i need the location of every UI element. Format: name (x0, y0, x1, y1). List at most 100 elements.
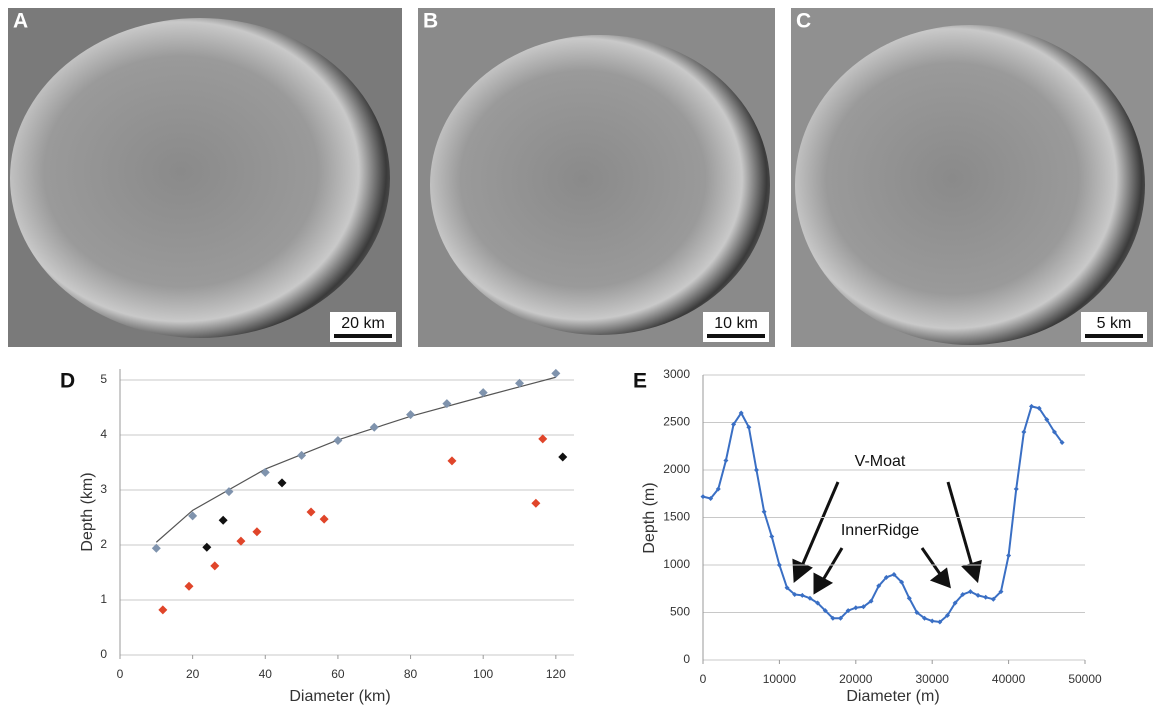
marker (990, 596, 996, 602)
marker (1044, 417, 1050, 423)
x-tick-label: 100 (473, 667, 493, 681)
image-panel (418, 8, 775, 347)
y-tick-label: 0 (683, 652, 690, 666)
marker (715, 486, 721, 492)
y-tick-label: 3 (100, 482, 107, 496)
point (531, 498, 541, 508)
point (442, 399, 452, 409)
marker (1036, 405, 1042, 411)
marker (830, 615, 836, 621)
marker (868, 598, 874, 604)
marker (960, 591, 966, 597)
marker (723, 458, 729, 463)
point (218, 515, 228, 525)
marker (929, 618, 935, 624)
scale-bar (707, 334, 765, 338)
point (252, 527, 262, 537)
marker (914, 610, 920, 615)
marker (975, 592, 981, 598)
marker (799, 592, 805, 598)
point (558, 452, 568, 462)
point (158, 605, 168, 615)
point (260, 467, 270, 477)
point (538, 434, 548, 444)
marker (753, 467, 759, 473)
y-axis-title: Depth (m) (641, 482, 658, 553)
marker (937, 619, 943, 625)
marker (998, 589, 1004, 595)
point (551, 368, 561, 378)
marker (952, 600, 958, 606)
marker (891, 572, 897, 577)
marker (845, 608, 851, 614)
y-tick-label: 2000 (663, 462, 690, 476)
scale-label: 5 km (1097, 315, 1132, 332)
x-tick-label: 40000 (992, 672, 1026, 686)
point (478, 388, 488, 398)
y-tick-label: 2 (100, 537, 107, 551)
x-tick-label: 0 (700, 672, 707, 686)
x-tick-label: 10000 (763, 672, 797, 686)
x-tick-label: 60 (331, 667, 345, 681)
scale-label: 20 km (341, 315, 385, 332)
point (210, 561, 220, 571)
marker (700, 494, 706, 500)
x-tick-label: 20 (186, 667, 200, 681)
point (406, 410, 416, 420)
marker (776, 562, 782, 568)
panel-label: D (60, 370, 75, 393)
marker (922, 615, 928, 621)
y-axis-title: Depth (km) (79, 472, 96, 551)
x-tick-label: 50000 (1068, 672, 1102, 686)
marker (906, 595, 912, 601)
marker (761, 509, 767, 515)
marker (1006, 553, 1012, 558)
fit-curve (155, 376, 556, 543)
marker (769, 534, 775, 539)
y-tick-label: 3000 (663, 367, 690, 381)
marker (899, 579, 905, 585)
marker (883, 574, 889, 580)
panel-label: A (13, 10, 28, 33)
point (188, 511, 198, 521)
scale-label: 10 km (714, 315, 758, 332)
point (236, 536, 246, 546)
y-tick-label: 1 (100, 592, 107, 606)
x-tick-label: 80 (404, 667, 418, 681)
marker (944, 612, 950, 618)
marker (853, 605, 859, 611)
marker (1021, 429, 1027, 435)
y-tick-label: 1000 (663, 557, 690, 571)
point (333, 436, 343, 445)
panel-label: E (633, 370, 647, 393)
point (319, 514, 329, 524)
panel-label: C (796, 10, 811, 33)
scale-bar (334, 334, 392, 338)
line (702, 405, 1063, 624)
marker (731, 421, 737, 427)
marker (838, 615, 844, 621)
point (369, 422, 379, 432)
marker (792, 591, 798, 597)
marker (746, 424, 752, 430)
marker (738, 410, 744, 416)
point (515, 378, 525, 388)
x-tick-label: 120 (546, 667, 566, 681)
x-tick-label: 0 (117, 667, 124, 681)
point (224, 487, 234, 497)
marker (822, 608, 828, 614)
point (277, 478, 287, 488)
marker (1059, 439, 1065, 445)
panel-label: B (423, 10, 438, 33)
annotation: InnerRidge (841, 522, 919, 539)
y-tick-label: 5 (100, 372, 107, 386)
marker (1013, 486, 1019, 492)
marker (815, 600, 821, 606)
marker (708, 496, 714, 501)
y-tick-label: 500 (670, 605, 690, 619)
point (306, 507, 316, 517)
y-tick-label: 1500 (663, 510, 690, 524)
x-axis-title: Diameter (m) (846, 688, 939, 705)
x-tick-label: 40 (259, 667, 273, 681)
